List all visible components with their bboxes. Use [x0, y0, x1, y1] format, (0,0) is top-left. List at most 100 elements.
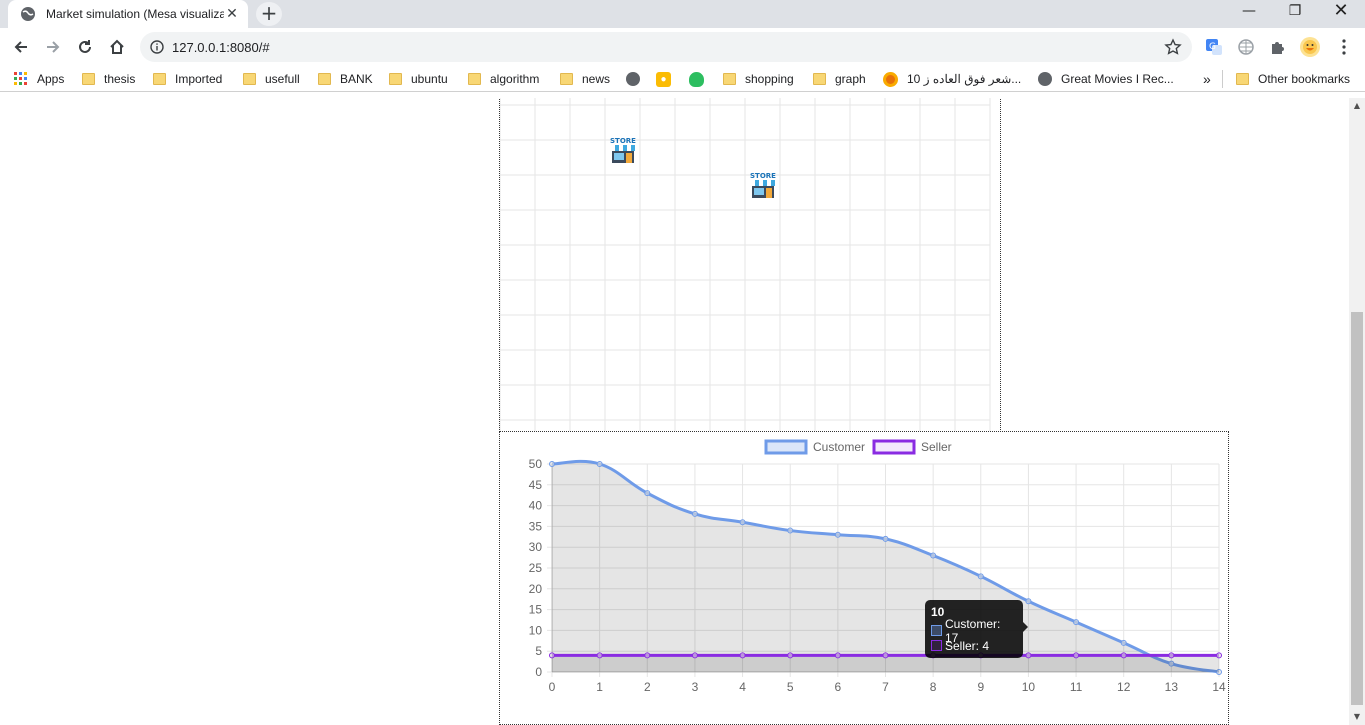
data-point [1216, 669, 1222, 675]
address-bar[interactable]: 127.0.0.1:8080/# [140, 32, 1192, 62]
bookmarks-overflow-button[interactable]: » [1203, 70, 1211, 88]
bookmark-usefull[interactable]: usefull [243, 70, 300, 88]
bookmark-label: usefull [265, 72, 300, 86]
bookmark-bulb[interactable]: ● [656, 70, 671, 88]
lightbulb-icon: ● [656, 71, 671, 87]
tab-strip: Market simulation (Mesa visualization) ✕… [0, 0, 1365, 28]
series-area-seller [552, 655, 1219, 672]
data-point [930, 552, 937, 559]
restore-icon[interactable]: ❐ [1288, 3, 1302, 19]
legend-label: Seller [921, 440, 952, 454]
data-point [1120, 639, 1127, 646]
folder-icon [318, 73, 331, 85]
folder-icon [468, 73, 481, 85]
menu-kebab-icon[interactable] [1333, 36, 1355, 58]
store-awning-stripe [619, 145, 623, 151]
bookmark-label: news [582, 72, 611, 86]
forward-icon[interactable] [40, 34, 66, 60]
svg-text:G: G [1209, 42, 1216, 52]
minimize-icon[interactable]: — [1242, 3, 1256, 19]
legend-swatch [872, 439, 916, 455]
chart-container: 0 5 10 15 20 25 30 35 40 45 50 0 1 2 3 4 5 6 7 8 9 10 11 12 13 14… [499, 431, 1229, 725]
close-window-icon[interactable]: ✕ [1333, 0, 1349, 21]
bookmark-ubuntu[interactable]: ubuntu [389, 70, 448, 88]
y-tick-label: 15 [529, 603, 543, 617]
x-tick-label: 2 [644, 680, 651, 694]
translate-icon[interactable]: G [1203, 36, 1225, 58]
legend-label: Customer [813, 440, 865, 454]
bookmark-great-movies[interactable]: Great Movies I Rec... [1038, 70, 1174, 88]
info-icon[interactable] [150, 40, 164, 54]
data-point [549, 461, 555, 467]
store-door [626, 153, 632, 163]
bookmark-apps[interactable]: Apps [14, 70, 64, 88]
x-tick-label: 11 [1070, 680, 1083, 694]
data-point [1216, 652, 1222, 659]
bookmark-thesis[interactable]: thesis [82, 70, 135, 88]
bookmark-label: Imported [175, 72, 223, 86]
back-icon[interactable] [8, 34, 34, 60]
x-tick-label: 10 [1022, 680, 1036, 694]
y-tick-label: 5 [535, 644, 542, 658]
data-point [1025, 598, 1032, 605]
scroll-down-arrow-icon[interactable]: ▼ [1353, 712, 1361, 721]
data-point [691, 652, 698, 659]
data-point [882, 535, 889, 542]
data-point [1168, 652, 1175, 659]
bookmark-globe[interactable] [626, 70, 649, 88]
data-point [882, 652, 889, 659]
y-tick-label: 25 [529, 561, 543, 575]
grid-canvas: STORE STORE [499, 98, 1001, 432]
bookmark-separator [1222, 70, 1223, 88]
bookmark-persian[interactable]: 10 شعر فوق العاده ز... [883, 70, 1021, 88]
bookmark-graph[interactable]: graph [813, 70, 866, 88]
web-globe-icon[interactable] [1235, 36, 1257, 58]
y-tick-label: 40 [529, 499, 543, 513]
bookmark-label: thesis [104, 72, 136, 86]
store-awning-stripe [767, 180, 771, 186]
close-tab-icon[interactable]: ✕ [226, 6, 238, 22]
new-tab-button[interactable]: + [256, 2, 282, 26]
bookmarks-bar: Apps thesis Imported usefull BANK ubuntu… [0, 66, 1365, 92]
bookmark-label: BANK [340, 72, 373, 86]
store-window [614, 153, 624, 160]
folder-icon [813, 73, 826, 85]
data-point [834, 652, 841, 659]
bookmark-bank[interactable]: BANK [318, 70, 373, 88]
tooltip-row: Customer: 17 [931, 617, 1017, 645]
home-icon[interactable] [104, 34, 130, 60]
extensions-puzzle-icon[interactable] [1267, 36, 1289, 58]
bookmark-imported[interactable]: Imported [153, 70, 222, 88]
bookmark-star-icon[interactable] [1164, 38, 1182, 56]
x-tick-label: 0 [549, 680, 556, 694]
scroll-up-arrow-icon[interactable]: ▲ [1353, 101, 1361, 110]
x-tick-label: 14 [1212, 680, 1226, 694]
folder-icon [82, 73, 95, 85]
bookmark-algorithm[interactable]: algorithm [468, 70, 539, 88]
profile-avatar[interactable] [1299, 36, 1321, 58]
data-point [1120, 652, 1127, 659]
globe-icon [626, 72, 640, 86]
folder-icon [389, 73, 402, 85]
data-point [644, 490, 651, 497]
grid-svg: STORE STORE [499, 98, 991, 431]
y-tick-label: 45 [529, 478, 543, 492]
y-tick-label: 0 [535, 665, 542, 679]
data-point [1168, 660, 1175, 667]
data-point [596, 652, 603, 659]
data-point [787, 652, 794, 659]
data-point [787, 527, 794, 534]
bookmark-news[interactable]: news [560, 70, 610, 88]
scroll-thumb[interactable] [1351, 312, 1363, 705]
reload-icon[interactable] [72, 34, 98, 60]
vertical-scrollbar[interactable]: ▲ ▼ [1349, 98, 1365, 725]
store-label: STORE [750, 172, 776, 180]
bookmark-shopping[interactable]: shopping [723, 70, 794, 88]
data-point [739, 519, 746, 526]
bookmark-other[interactable]: Other bookmarks [1236, 70, 1350, 88]
active-tab[interactable]: Market simulation (Mesa visualization) ✕ [8, 0, 248, 28]
y-tick-label: 20 [529, 582, 543, 596]
bookmark-label: Apps [37, 72, 65, 86]
bookmark-evernote[interactable] [689, 70, 704, 88]
folder-icon [560, 73, 573, 85]
